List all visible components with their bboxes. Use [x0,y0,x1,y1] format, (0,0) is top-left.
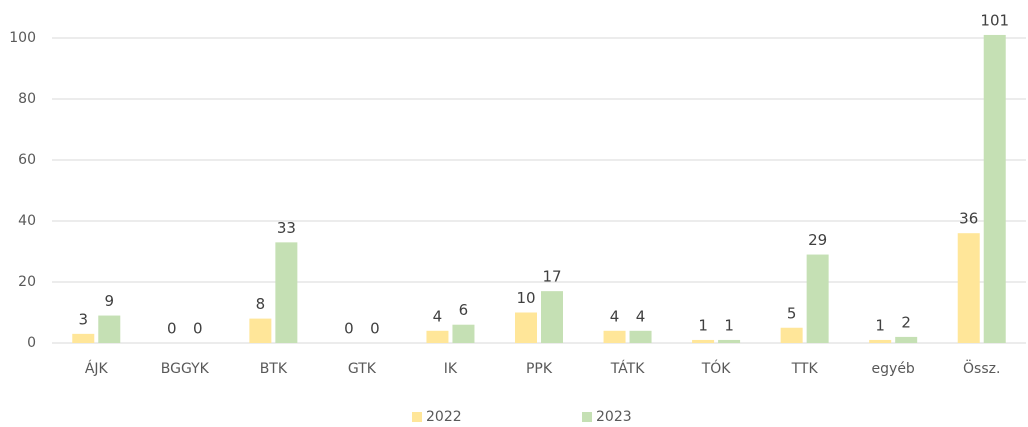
bar [983,34,1006,343]
x-tick-label: ÁJK [85,360,109,377]
data-label: 33 [277,219,296,237]
x-tick-label: PPK [526,361,553,377]
x-tick-label: GTK [348,361,377,377]
bar [718,339,741,343]
bar [275,242,298,343]
legend-swatch [582,412,592,422]
data-label: 4 [636,307,646,325]
bar [957,233,980,343]
data-label: 10 [516,289,535,307]
data-label: 3 [78,310,88,328]
bar [692,339,715,343]
data-label: 9 [104,292,114,310]
bar [249,318,272,343]
data-label: 0 [344,320,354,338]
legend-label: 2022 [426,409,462,425]
data-label: 17 [542,268,561,286]
data-label: 1 [875,316,885,334]
x-tick-label: egyéb [872,361,915,377]
bar [629,330,652,343]
x-tick-label: TÁTK [610,360,646,377]
y-tick-label: 40 [18,213,36,229]
x-tick-label: TTK [791,361,819,377]
x-tick-label: BTK [260,361,288,377]
data-label: 2 [901,313,911,331]
bar [452,324,475,343]
legend-label: 2023 [596,409,632,425]
data-label: 5 [787,304,797,322]
bar [515,312,537,343]
data-label: 0 [167,320,177,338]
y-tick-label: 20 [18,274,36,290]
data-label: 4 [433,307,443,325]
bar [98,315,121,343]
x-tick-label: BGGYK [161,361,210,377]
y-tick-label: 80 [18,91,36,107]
data-label: 4 [610,307,620,325]
data-label: 101 [980,11,1009,29]
bar [72,333,95,343]
legend-swatch [412,412,422,422]
x-tick-label: Össz. [963,359,1000,377]
y-tick-label: 100 [9,30,36,46]
data-label: 6 [459,301,469,319]
bar [869,339,892,343]
data-label: 1 [698,316,708,334]
x-tick-label: TÓK [701,359,732,377]
data-label: 29 [808,231,827,249]
bar [426,330,449,343]
bar [603,330,626,343]
data-label: 36 [959,210,978,228]
data-label: 1 [724,316,734,334]
data-label: 0 [370,320,380,338]
data-label: 8 [256,295,266,313]
bar [780,327,803,343]
bar [806,254,829,343]
bar [541,291,563,343]
y-tick-label: 60 [18,152,36,168]
data-label: 0 [193,320,203,338]
bar [895,336,918,343]
y-tick-label: 0 [27,335,36,351]
x-tick-label: IK [444,361,458,377]
